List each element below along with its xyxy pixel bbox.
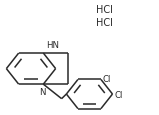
Text: Cl: Cl (103, 75, 111, 84)
Text: HN: HN (46, 41, 59, 50)
Text: Cl: Cl (114, 90, 123, 99)
Text: HCl: HCl (96, 5, 113, 15)
Text: HCl: HCl (96, 18, 113, 28)
Text: N: N (39, 87, 46, 96)
